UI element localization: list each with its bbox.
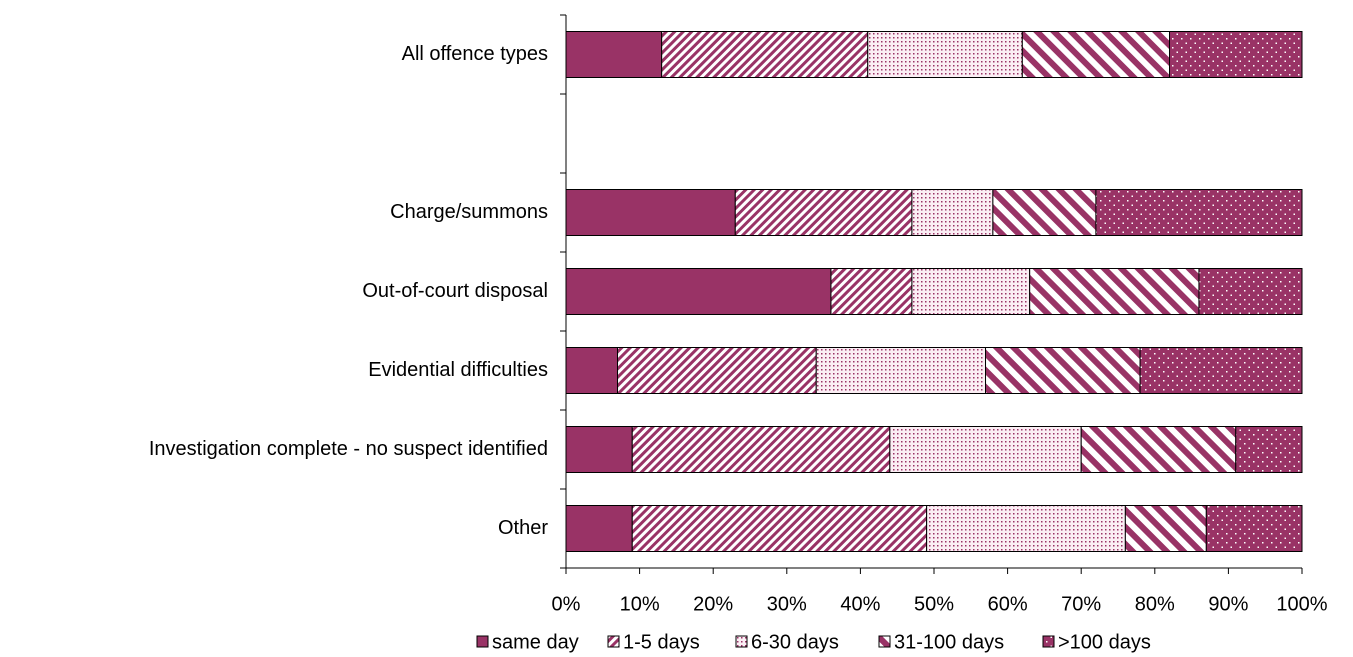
legend-label: same day bbox=[492, 631, 579, 653]
category-label: Charge/summons bbox=[390, 201, 548, 223]
legend-label: 31-100 days bbox=[894, 631, 1004, 653]
bar-segment bbox=[565, 505, 633, 552]
bar-segment bbox=[1021, 31, 1171, 78]
bar-segment bbox=[1095, 189, 1303, 236]
category-label: All offence types bbox=[402, 43, 548, 65]
bar-segment bbox=[815, 347, 987, 394]
legend-label: 6-30 days bbox=[751, 631, 839, 653]
x-tick-label: 80% bbox=[1135, 593, 1175, 615]
x-tick-label: 60% bbox=[988, 593, 1028, 615]
category-label: Investigation complete - no suspect iden… bbox=[149, 438, 548, 460]
bar-segment bbox=[992, 189, 1097, 236]
bar-segment bbox=[565, 31, 663, 78]
x-tick-label: 10% bbox=[620, 593, 660, 615]
bar-segment bbox=[985, 347, 1141, 394]
category-label: Evidential difficulties bbox=[368, 359, 548, 381]
bar-segment bbox=[565, 347, 619, 394]
legend-swatch bbox=[607, 635, 620, 648]
bar-segment bbox=[867, 31, 1023, 78]
bar-segment bbox=[661, 31, 869, 78]
x-tick-label: 50% bbox=[914, 593, 954, 615]
x-tick-label: 100% bbox=[1276, 593, 1327, 615]
x-tick-label: 90% bbox=[1208, 593, 1248, 615]
legend-swatch bbox=[878, 635, 891, 648]
bar-segment bbox=[1080, 426, 1237, 473]
bar-segment bbox=[889, 426, 1082, 473]
bar-segment bbox=[1198, 268, 1303, 315]
category-label: Other bbox=[498, 517, 548, 539]
bar-segment bbox=[1205, 505, 1303, 552]
legend-label: >100 days bbox=[1058, 631, 1151, 653]
bar-segment bbox=[830, 268, 913, 315]
bar-segment bbox=[617, 347, 817, 394]
bar-segment bbox=[926, 505, 1126, 552]
bar-segment bbox=[1139, 347, 1303, 394]
x-tick-label: 30% bbox=[767, 593, 807, 615]
legend-label: 1-5 days bbox=[623, 631, 700, 653]
bar-segment bbox=[1124, 505, 1207, 552]
legend-swatch bbox=[1042, 635, 1055, 648]
x-tick-label: 0% bbox=[552, 593, 581, 615]
bar-segment bbox=[565, 268, 832, 315]
bar-segment bbox=[565, 426, 633, 473]
legend-swatch bbox=[476, 635, 489, 648]
bar-segment bbox=[911, 268, 1031, 315]
category-label: Out-of-court disposal bbox=[362, 280, 548, 302]
bar-segment bbox=[1235, 426, 1303, 473]
bar-segment bbox=[631, 505, 928, 552]
bar-segment bbox=[911, 189, 994, 236]
x-tick-label: 20% bbox=[693, 593, 733, 615]
bar-segment bbox=[734, 189, 913, 236]
x-tick-label: 40% bbox=[840, 593, 880, 615]
bar-segment bbox=[631, 426, 891, 473]
x-tick-label: 70% bbox=[1061, 593, 1101, 615]
legend-swatch bbox=[735, 635, 748, 648]
bar-segment bbox=[1029, 268, 1200, 315]
bar-segment bbox=[1169, 31, 1303, 78]
bar-segment bbox=[565, 189, 736, 236]
